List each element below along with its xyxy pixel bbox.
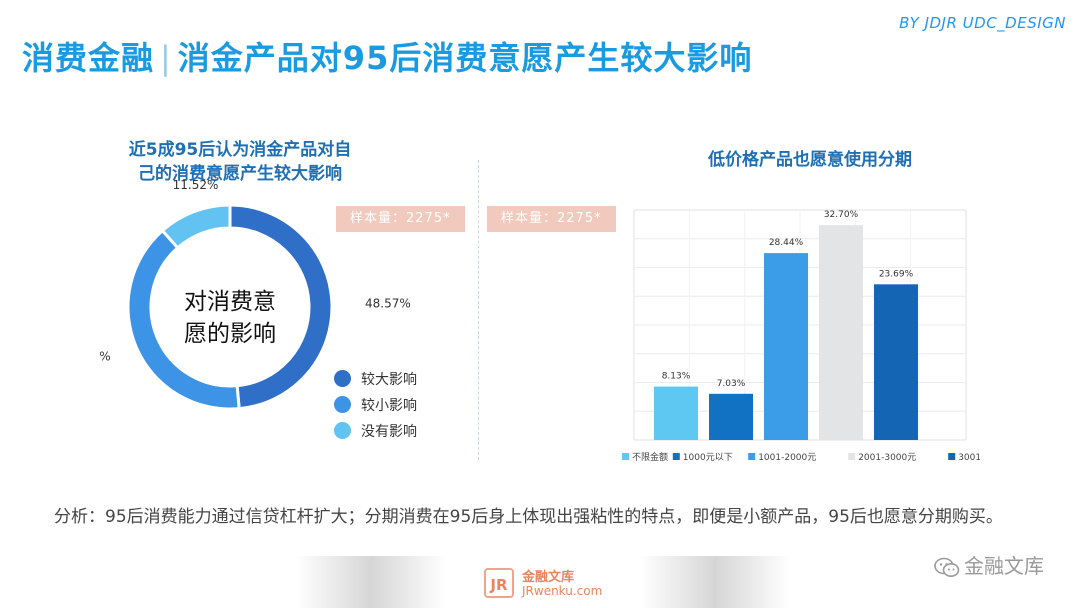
legend-label-small: 较小影响: [361, 398, 417, 414]
brand-label: BY JDJR UDC_DESIGN: [899, 14, 1066, 32]
watermark-right: [640, 556, 790, 608]
watermark-left: [296, 556, 446, 608]
bar-legend-swatch-2: [748, 453, 756, 460]
legend-swatch-none: [334, 421, 351, 439]
donut-value-label-0: 48.57%: [365, 297, 411, 311]
legend-item-small: 较小影响: [334, 393, 417, 419]
donut-slice-2: [160, 203, 232, 250]
bar-legend-label-3: 2001-3000元: [858, 453, 916, 463]
legend-label-large: 较大影响: [361, 372, 417, 388]
left-subtitle: 近5成95后认为消金产品对自 己的消费意愿产生较大影响: [100, 138, 380, 186]
donut-center-label: 对消费意 愿的影响: [160, 286, 300, 350]
donut-center-line2: 愿的影响: [184, 321, 276, 347]
donut-value-label-1: 39.91%: [100, 349, 111, 363]
legend-item-large: 较大影响: [334, 367, 417, 393]
bar-legend-swatch-1: [672, 453, 680, 460]
jr-logo-en: JRwenku.com: [522, 584, 603, 598]
bar-legend-label-0: 不限金额: [632, 451, 668, 463]
title-right: 消金产品对95后消费意愿产生较大影响: [177, 39, 753, 77]
bar-legend-swatch-0: [622, 453, 629, 460]
bar-legend-label-2: 1001-2000元: [758, 453, 816, 463]
legend-swatch-small: [334, 395, 351, 413]
legend-label-none: 没有影响: [361, 424, 417, 440]
donut-hole: [152, 229, 308, 385]
bar-legend-swatch-3: [848, 453, 856, 460]
panel-divider: [478, 160, 479, 460]
left-subtitle-line2: 己的消费意愿产生较大影响: [138, 164, 342, 184]
page-title: 消费金融 | 消金产品对95后消费意愿产生较大影响: [22, 33, 752, 79]
title-left: 消费金融: [22, 39, 155, 77]
left-sample-tag: 样本量：2275*: [336, 206, 465, 232]
donut-center-line1: 对消费意: [184, 289, 276, 315]
wechat-account: 金融文库: [934, 550, 1044, 579]
right-subtitle: 低价格产品也愿意使用分期: [708, 150, 912, 170]
bar-legend-label-1: 1000元以下: [683, 453, 733, 463]
bar-0: [654, 386, 698, 440]
bar-legend-label-4: 3001元以上: [958, 452, 980, 463]
legend-swatch-large: [334, 369, 351, 387]
jr-logo-cn: 金融文库: [522, 570, 575, 585]
bar-value-label-2: 28.44%: [769, 238, 804, 248]
wechat-name: 金融文库: [964, 554, 1044, 578]
left-subtitle-line1: 近5成95后认为消金产品对自: [128, 140, 352, 160]
bar-value-label-3: 32.70%: [824, 210, 859, 220]
bar-2: [764, 253, 808, 440]
wechat-icon: [934, 557, 960, 577]
bar-legend-swatch-4: [948, 453, 956, 460]
donut-legend: 较大影响 较小影响 没有影响: [334, 367, 417, 445]
right-sample-tag: 样本量：2275*: [487, 206, 616, 232]
legend-item-none: 没有影响: [334, 419, 417, 445]
analysis-text: 分析：95后消费能力通过信贷杠杆扩大；分期消费在95后身上体现出强粘性的特点，即…: [54, 507, 1003, 527]
donut-chart: 48.57% 39.91% 11.52%: [100, 180, 411, 411]
bar-1: [709, 393, 753, 440]
title-separator: |: [160, 39, 172, 77]
donut-value-label-2: 11.52%: [173, 180, 219, 192]
bar-value-label-0: 8.13%: [662, 372, 691, 382]
bar-chart: 8.13% 7.03% 28.44% 32.70% 23.69% 不限金额 1000元以下 1…: [622, 209, 980, 463]
bar-value-label-4: 23.69%: [879, 269, 914, 279]
bar-3: [819, 225, 863, 440]
bar-value-label-1: 7.03%: [717, 379, 746, 389]
jr-logo-icon: JR: [484, 568, 514, 598]
bar-4: [874, 284, 918, 440]
